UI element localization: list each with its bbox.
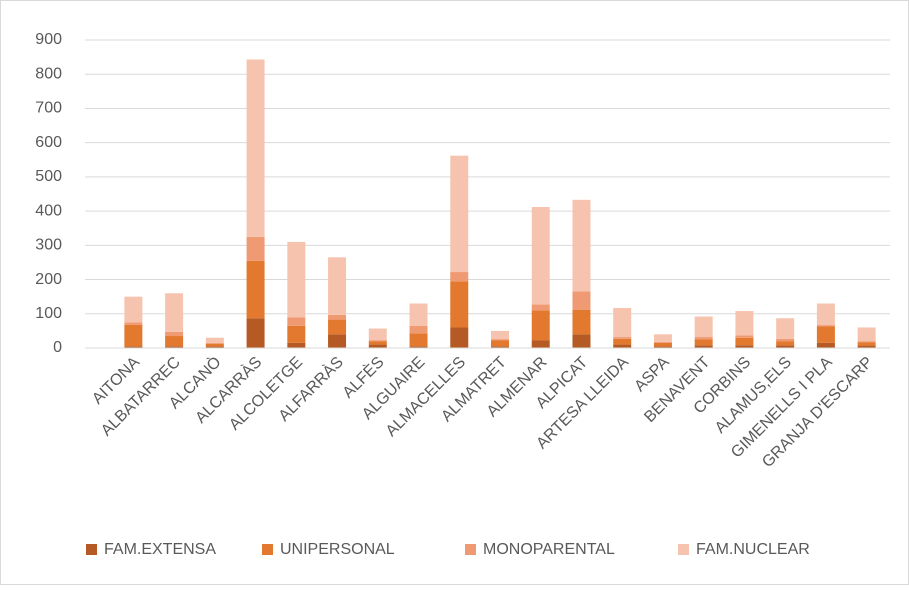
bar-segment	[205, 342, 224, 344]
legend-swatch	[678, 544, 689, 555]
bar-segment	[694, 316, 713, 338]
bar-segment	[409, 325, 428, 334]
bar-segment	[857, 345, 876, 348]
bar-segment	[328, 257, 347, 315]
bar-segment	[491, 340, 509, 347]
bar-segment	[450, 155, 469, 273]
y-tick-label: 700	[35, 100, 62, 117]
bar-segment	[368, 341, 387, 345]
bar-segment	[572, 334, 591, 348]
bar-segment	[653, 334, 672, 342]
y-tick-label: 100	[35, 305, 62, 322]
bar-segment	[816, 303, 835, 326]
bar-segment	[613, 338, 632, 345]
bar-segment	[816, 326, 835, 343]
bar-segment	[572, 199, 591, 292]
y-tick-label: 200	[35, 271, 62, 288]
bar-segment	[409, 303, 428, 326]
legend-swatch	[465, 544, 476, 555]
bar-segment	[531, 207, 550, 305]
legend-label: MONOPARENTAL	[483, 541, 615, 558]
bar-segment	[653, 342, 672, 347]
bar-segment	[409, 346, 428, 348]
bar-segment	[124, 322, 143, 325]
bar-segment	[735, 337, 754, 346]
bar-segment	[287, 241, 306, 318]
bar-segment	[287, 325, 306, 343]
bar-segment	[694, 339, 713, 346]
bar-segment	[328, 314, 347, 320]
bar-segment	[776, 345, 795, 348]
bar-segment	[531, 310, 550, 341]
bar-segment	[165, 293, 184, 332]
y-tick-label: 900	[35, 31, 62, 48]
y-tick-label: 500	[35, 168, 62, 185]
bar-segment	[613, 344, 632, 348]
bar-segment	[205, 346, 224, 348]
bar-segment	[857, 327, 876, 342]
bar-segment	[735, 335, 754, 338]
bar-segment	[165, 346, 184, 348]
y-tick-label: 0	[53, 339, 62, 356]
bar-segment	[124, 346, 143, 348]
bar-segment	[246, 318, 265, 348]
bar-segment	[287, 317, 306, 326]
bar-segment	[531, 304, 550, 311]
legend-label: UNIPERSONAL	[280, 541, 395, 558]
legend-swatch	[262, 544, 273, 555]
bar-segment	[246, 260, 265, 319]
bar-segment	[694, 337, 713, 340]
bar-segment	[776, 318, 795, 339]
bar-segment	[694, 345, 713, 348]
bar-segment	[653, 346, 672, 348]
y-tick-label: 400	[35, 202, 62, 219]
bar-segment	[287, 342, 306, 348]
bar-segment	[124, 324, 143, 347]
bar-segment	[165, 336, 184, 347]
bar-segment	[491, 346, 509, 348]
bar-segment	[491, 339, 509, 341]
bar-segment	[735, 311, 754, 336]
y-tick-label: 800	[35, 65, 62, 82]
bar-segment	[572, 309, 591, 335]
bar-segment	[165, 331, 184, 337]
bar-segment	[409, 333, 428, 347]
y-tick-label: 300	[35, 237, 62, 254]
bar-segment	[450, 281, 469, 328]
bar-segment	[613, 307, 632, 338]
bar-segment	[572, 291, 591, 310]
bar-segment	[450, 327, 469, 348]
bar-segment	[531, 340, 550, 348]
bar-segment	[368, 344, 387, 348]
bar-segment	[328, 319, 347, 335]
legend-label: FAM.NUCLEAR	[696, 541, 810, 558]
bar-segment	[735, 345, 754, 348]
bar-segment	[450, 272, 469, 282]
bar-segment	[613, 337, 632, 339]
bar-segment	[857, 341, 876, 343]
bar-segment	[246, 236, 265, 261]
bar-segment	[124, 296, 143, 323]
bar-segment	[205, 337, 224, 343]
bar-segment	[328, 334, 347, 348]
bar-segment	[816, 342, 835, 348]
bar-segment	[246, 59, 265, 237]
bar-segment	[776, 338, 795, 342]
legend-swatch	[86, 544, 97, 555]
bar-segment	[368, 328, 387, 341]
bar-segment	[857, 342, 876, 346]
bar-segment	[491, 330, 509, 340]
legend-label: FAM.EXTENSA	[104, 541, 216, 558]
bar-segment	[368, 340, 387, 342]
bar-segment	[776, 341, 795, 346]
bar-segment	[653, 341, 672, 343]
bar-segment	[816, 325, 835, 327]
bar-segment	[205, 343, 224, 347]
y-tick-label: 600	[35, 134, 62, 151]
